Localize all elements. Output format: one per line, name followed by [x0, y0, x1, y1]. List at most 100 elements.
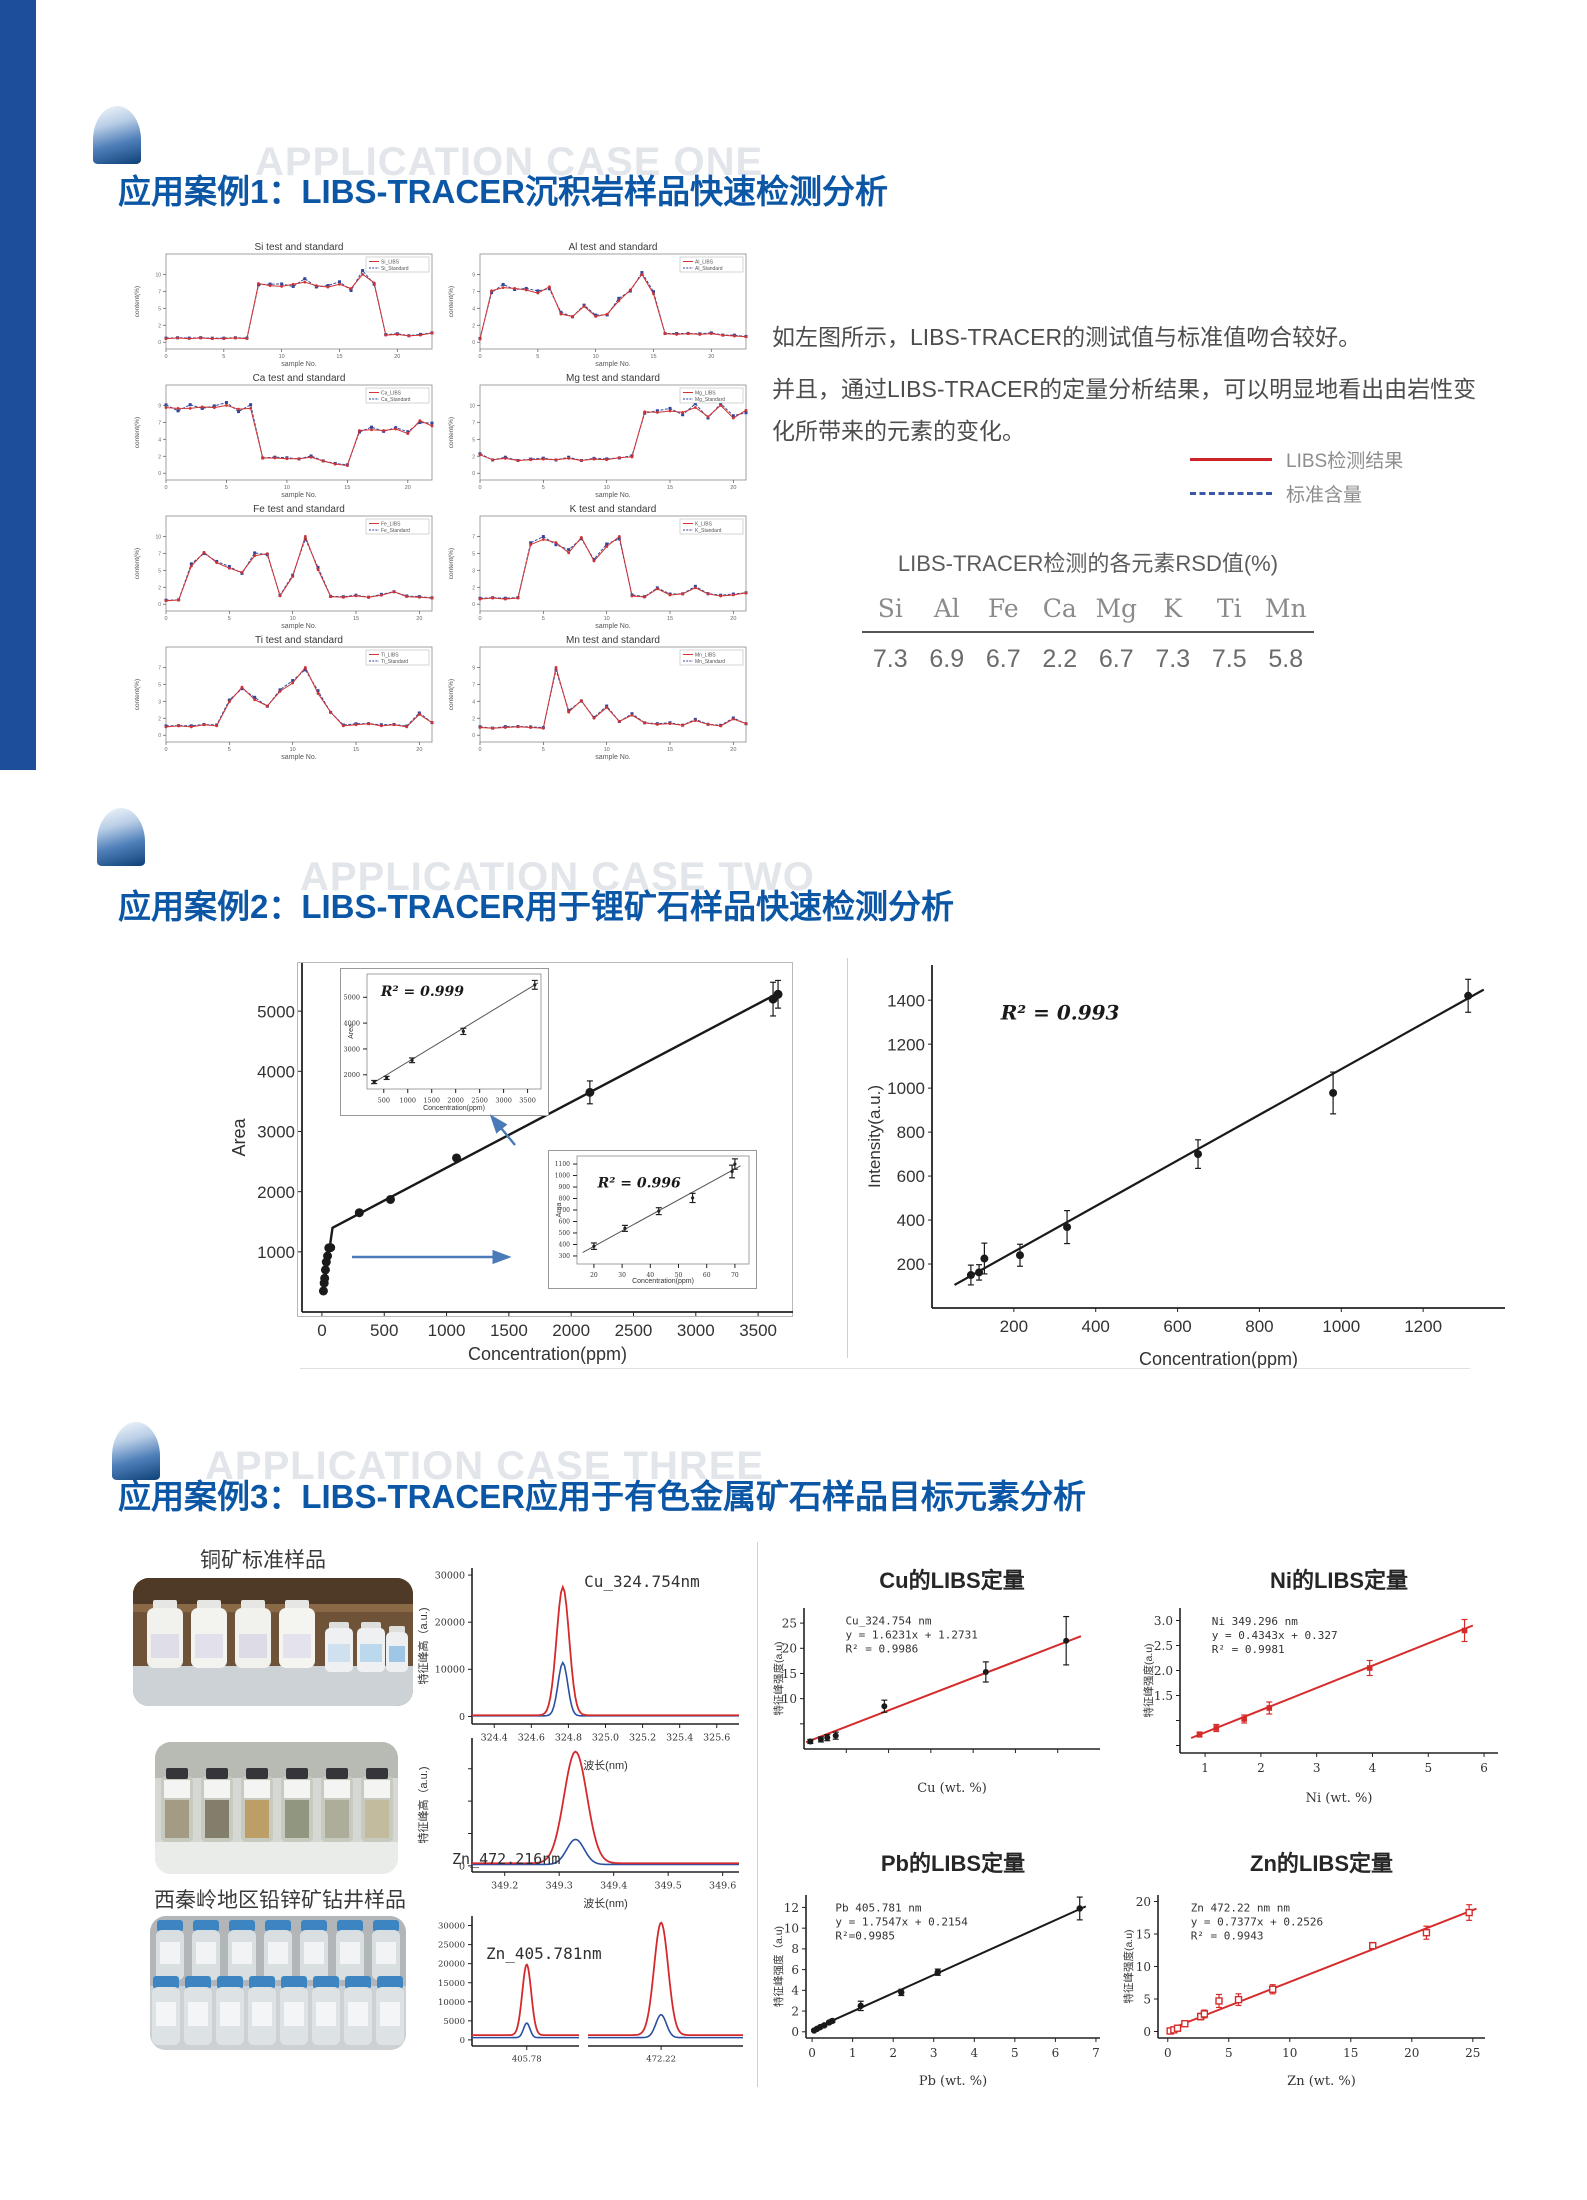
svg-text:325.2: 325.2 [629, 1733, 656, 1744]
svg-text:600: 600 [1163, 1317, 1191, 1336]
svg-text:0: 0 [459, 1861, 465, 1872]
svg-text:0: 0 [158, 602, 161, 608]
k-test-chart: 0 5 10 15 20 0 2 3 5 7 K_LIBS K_Standard K test and … [444, 500, 752, 631]
area-vs-concentration-chart: 0 500 1000 1500 2000 2500 3000 3500 1000 2000 3000… [225, 955, 800, 1365]
svg-text:Ca_LIBS: Ca_LIBS [381, 391, 402, 397]
case1-paragraph-1: 如左图所示，LIBS-TRACER的测试值与标准值吻合较好。 [772, 324, 1362, 350]
svg-text:20: 20 [730, 485, 736, 491]
svg-text:2: 2 [158, 323, 161, 329]
rsd-values-row: 7.3 6.9 6.7 2.2 6.7 7.3 7.5 5.8 [862, 645, 1314, 674]
svg-text:20: 20 [1136, 1895, 1151, 1909]
svg-text:0: 0 [164, 747, 167, 753]
svg-text:7: 7 [472, 289, 475, 295]
left-accent-bar [0, 0, 36, 770]
svg-text:R² = 0.9986: R² = 0.9986 [845, 1643, 918, 1656]
svg-text:10: 10 [290, 616, 296, 622]
svg-text:1000: 1000 [428, 1321, 466, 1340]
svg-text:3500: 3500 [519, 1097, 536, 1105]
svg-text:1200: 1200 [1404, 1317, 1442, 1336]
svg-text:0: 0 [472, 471, 475, 477]
svg-text:2000: 2000 [447, 1097, 464, 1105]
svg-text:4: 4 [472, 306, 475, 312]
svg-text:Si_LIBS: Si_LIBS [381, 260, 400, 266]
svg-text:2: 2 [158, 585, 161, 591]
rsd-header-cell: Mn [1264, 594, 1307, 623]
rsd-value-cell: 7.3 [872, 645, 908, 673]
case2-bottom-rule [300, 1368, 1470, 1369]
svg-text:Zn (wt. %): Zn (wt. %) [1287, 2074, 1356, 2089]
zn-405-spectrum-label: Zn_405.781nm [486, 1944, 602, 1963]
svg-text:content(%): content(%) [134, 548, 141, 579]
svg-text:content(%): content(%) [448, 286, 455, 317]
svg-text:349.6: 349.6 [709, 1881, 736, 1892]
svg-text:7: 7 [472, 420, 475, 426]
rsd-header-cell: K [1163, 594, 1183, 623]
svg-text:200: 200 [897, 1255, 925, 1274]
svg-text:Fe_Standard: Fe_Standard [381, 528, 410, 534]
svg-text:content(%): content(%) [448, 417, 455, 448]
svg-text:3000: 3000 [677, 1321, 715, 1340]
svg-text:3500: 3500 [739, 1321, 777, 1340]
svg-text:20: 20 [405, 485, 411, 491]
svg-text:Fe test and standard: Fe test and standard [253, 504, 345, 515]
svg-text:特征峰强度(a.u): 特征峰强度(a.u) [1142, 1643, 1155, 1717]
svg-text:700: 700 [559, 1207, 571, 1214]
svg-text:500: 500 [559, 1230, 571, 1237]
svg-text:0: 0 [158, 340, 161, 346]
svg-text:1400: 1400 [887, 991, 925, 1010]
copper-samples-caption: 铜矿标准样品 [200, 1549, 326, 1572]
svg-text:0: 0 [1143, 2025, 1151, 2039]
svg-text:Mg test and standard: Mg test and standard [566, 373, 660, 384]
legend-row-standard: 标准含量 [1190, 476, 1403, 510]
svg-text:content(%): content(%) [448, 679, 455, 710]
svg-text:2500: 2500 [471, 1097, 488, 1105]
svg-text:300: 300 [559, 1253, 571, 1260]
rsd-divider [862, 631, 1314, 633]
svg-text:1000: 1000 [555, 1173, 570, 1180]
svg-text:Al_Standard: Al_Standard [695, 266, 723, 272]
rsd-value-cell: 7.3 [1155, 645, 1191, 673]
svg-text:405.78: 405.78 [512, 2055, 542, 2065]
svg-text:1200: 1200 [887, 1035, 925, 1054]
svg-text:Ca test and standard: Ca test and standard [253, 373, 346, 384]
svg-text:15: 15 [667, 747, 673, 753]
svg-text:3000: 3000 [495, 1097, 512, 1105]
svg-text:Ti_LIBS: Ti_LIBS [381, 653, 399, 659]
svg-text:Si_Standard: Si_Standard [381, 266, 409, 272]
rsd-header-cell: Fe [987, 594, 1019, 623]
svg-text:Area: Area [229, 1118, 249, 1157]
svg-text:20: 20 [1404, 2046, 1419, 2060]
svg-text:349.3: 349.3 [546, 1881, 573, 1892]
svg-text:0: 0 [158, 733, 161, 739]
svg-text:3000: 3000 [257, 1123, 295, 1142]
svg-text:30000: 30000 [435, 1570, 465, 1581]
svg-text:R² = 0.9981: R² = 0.9981 [1212, 1643, 1285, 1656]
svg-text:Si test and standard: Si test and standard [255, 242, 344, 253]
si-test-chart: 0 5 10 15 20 0 2 5 7 10 Si_LIBS Si_Standard Si test … [130, 238, 438, 369]
svg-text:sample No.: sample No. [595, 754, 630, 761]
svg-text:7: 7 [158, 420, 161, 426]
rsd-table-title: LIBS-TRACER检测的各元素RSD值(%) [897, 551, 1279, 576]
svg-text:0: 0 [478, 616, 481, 622]
svg-text:15: 15 [667, 485, 673, 491]
svg-text:15: 15 [667, 616, 673, 622]
svg-text:R² = 0.993: R² = 0.993 [1000, 1000, 1120, 1024]
inset-r2-0999-chart: 500 1000 1500 2000 2500 3000 3500 2000 3000 4000 5… [340, 968, 549, 1116]
svg-text:Cu的LIBS定量: Cu的LIBS定量 [879, 1568, 1024, 1593]
svg-text:500: 500 [370, 1321, 398, 1340]
svg-text:5: 5 [542, 616, 545, 622]
svg-text:3.0: 3.0 [1154, 1614, 1173, 1628]
svg-text:0: 0 [478, 485, 481, 491]
svg-text:4000: 4000 [343, 1019, 360, 1027]
rsd-value-cell: 7.5 [1211, 645, 1247, 673]
svg-text:2000: 2000 [343, 1071, 360, 1079]
pb-calibration-chart: 0 1 2 3 4 5 6 7 0 2 4 6 8 10 12 Pb的LIBS定量 Pb (wt. %) 特征峰强… [770, 1845, 1115, 2090]
svg-text:Concentration(ppm): Concentration(ppm) [1139, 1349, 1298, 1369]
svg-text:15: 15 [353, 616, 359, 622]
svg-text:0: 0 [164, 354, 167, 360]
ca-test-chart: 0 5 10 15 20 0 2 4 7 9 Ca_LIBS Ca_Standard Ca test a… [130, 369, 438, 500]
svg-text:R² = 0.999: R² = 0.999 [380, 984, 464, 1000]
svg-text:349.4: 349.4 [600, 1881, 627, 1892]
svg-text:sample No.: sample No. [595, 623, 630, 630]
rsd-header-cell: Mg [1095, 594, 1138, 623]
